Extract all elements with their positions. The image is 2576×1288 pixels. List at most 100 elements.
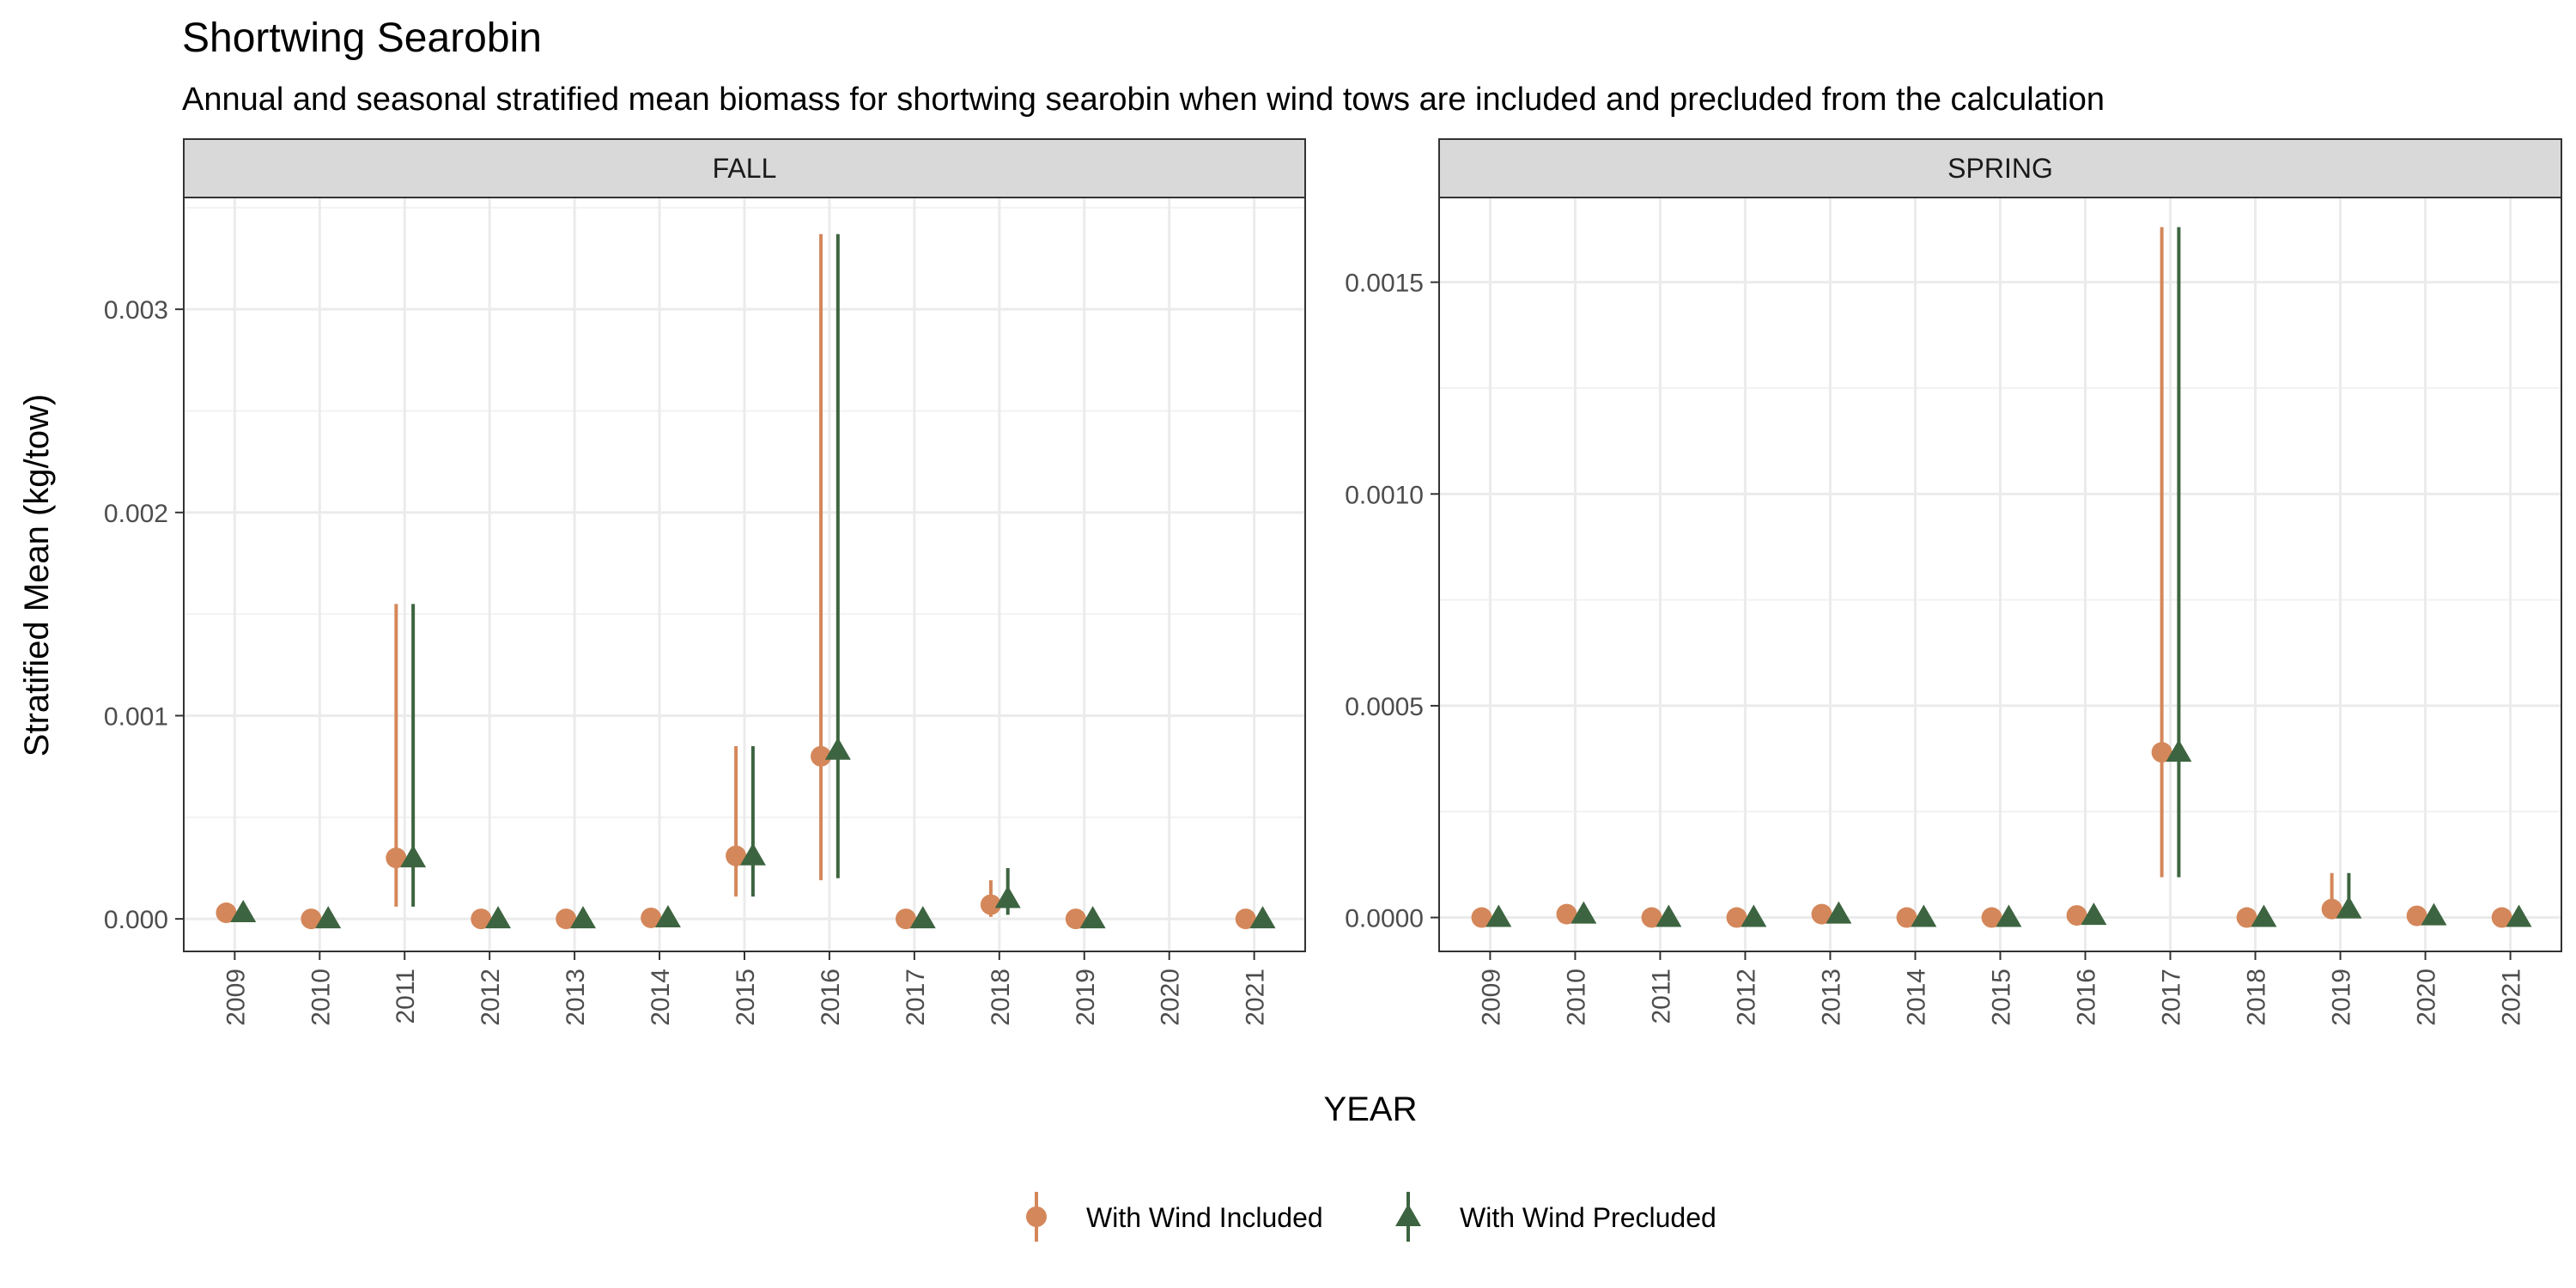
x-tick-label: 2021 bbox=[1242, 969, 1270, 1026]
point-precluded bbox=[2506, 904, 2532, 927]
point-precluded bbox=[230, 900, 257, 923]
y-tick-label: 0.0000 bbox=[1345, 905, 1424, 933]
point-included bbox=[216, 902, 237, 924]
point-included bbox=[1556, 903, 1577, 925]
point-included bbox=[1811, 903, 1832, 925]
panel-strip-label: SPRING bbox=[1947, 153, 2053, 184]
legend-label-precluded: With Wind Precluded bbox=[1460, 1202, 1716, 1233]
x-tick-label: 2018 bbox=[987, 969, 1015, 1026]
point-precluded bbox=[909, 906, 936, 929]
point-included bbox=[301, 908, 322, 930]
point-included bbox=[1065, 908, 1086, 930]
legend-key-precluded bbox=[1395, 1192, 1421, 1242]
point-precluded bbox=[2336, 896, 2362, 919]
panel-spring: SPRING 0.0000 0.0005 0.0010 0.0015 2009 2010 20… bbox=[1345, 138, 2562, 1026]
point-precluded bbox=[400, 845, 427, 868]
x-tick-label: 2010 bbox=[307, 969, 335, 1026]
y-tick-label: 0.0010 bbox=[1345, 481, 1424, 509]
legend-label-included: With Wind Included bbox=[1086, 1202, 1323, 1233]
point-included bbox=[2491, 907, 2512, 928]
point-precluded bbox=[654, 904, 681, 927]
x-tick-label: 2014 bbox=[647, 969, 675, 1026]
x-tick-label: 2013 bbox=[562, 969, 590, 1026]
y-tick-label: 0.001 bbox=[104, 702, 168, 731]
y-tick-label: 0.0005 bbox=[1345, 693, 1424, 721]
x-tick-label: 2011 bbox=[1647, 969, 1675, 1024]
chart-subtitle: Annual and seasonal stratified mean biom… bbox=[182, 82, 2105, 118]
point-included bbox=[811, 745, 832, 767]
panel-border bbox=[1438, 197, 2562, 952]
panel-strip bbox=[183, 138, 1306, 198]
y-tick-label: 0.000 bbox=[104, 906, 168, 934]
point-included bbox=[471, 908, 492, 930]
x-tick-label: 2011 bbox=[392, 969, 420, 1024]
point-precluded bbox=[570, 906, 597, 929]
legend: With Wind Included With Wind Precluded bbox=[1026, 1192, 1716, 1242]
y-axis-title: Stratified Mean (kg/tow) bbox=[18, 394, 56, 756]
y-tick-label: 0.003 bbox=[104, 296, 168, 325]
point-included bbox=[1981, 907, 2002, 928]
point-precluded bbox=[1571, 901, 1597, 924]
panel-strip bbox=[1438, 138, 2562, 198]
y-tick-label: 0.002 bbox=[104, 500, 168, 528]
point-included bbox=[2321, 898, 2342, 920]
point-precluded bbox=[1996, 904, 2022, 927]
x-tick-label: 2015 bbox=[732, 969, 760, 1026]
panel-fall: FALL 0.000 0.001 0.002 0.003 2009 2010 2011 2012… bbox=[104, 138, 1306, 1026]
point-precluded bbox=[2166, 739, 2192, 762]
point-precluded bbox=[994, 885, 1021, 908]
x-tick-label: 2017 bbox=[2158, 969, 2186, 1026]
point-precluded bbox=[1485, 904, 1512, 927]
panel-strip-label: FALL bbox=[713, 153, 777, 184]
x-tick-label: 2016 bbox=[2073, 969, 2101, 1026]
point-included bbox=[1896, 907, 1917, 928]
point-precluded bbox=[824, 737, 851, 760]
point-precluded bbox=[2081, 902, 2107, 926]
point-included bbox=[556, 908, 577, 930]
point-precluded bbox=[315, 906, 342, 929]
x-tick-label: 2014 bbox=[1902, 969, 1930, 1026]
x-axis-title: YEAR bbox=[1324, 1091, 1418, 1128]
point-included bbox=[386, 848, 407, 869]
point-precluded bbox=[1656, 904, 1682, 927]
chart-title: Shortwing Searobin bbox=[182, 15, 542, 61]
x-tick-label: 2020 bbox=[2413, 969, 2441, 1026]
point-precluded bbox=[1826, 901, 1852, 924]
legend-key-included bbox=[1026, 1192, 1047, 1242]
point-included bbox=[980, 894, 1001, 915]
point-included bbox=[1726, 907, 1747, 928]
point-precluded bbox=[739, 842, 766, 866]
x-tick-label: 2020 bbox=[1157, 969, 1185, 1026]
point-precluded bbox=[2251, 904, 2277, 927]
point-precluded bbox=[1911, 904, 1937, 927]
point-precluded bbox=[2421, 902, 2447, 926]
x-tick-label: 2015 bbox=[1988, 969, 2016, 1026]
x-tick-label: 2021 bbox=[2498, 969, 2526, 1026]
x-tick-label: 2017 bbox=[902, 969, 930, 1026]
point-included bbox=[1235, 908, 1256, 930]
point-included bbox=[2236, 907, 2257, 928]
point-included bbox=[2151, 742, 2172, 763]
x-tick-label: 2010 bbox=[1562, 969, 1590, 1026]
x-tick-label: 2019 bbox=[2328, 969, 2356, 1026]
x-tick-label: 2012 bbox=[1732, 969, 1760, 1026]
panel-border bbox=[183, 197, 1306, 952]
point-included bbox=[1471, 907, 1492, 928]
point-included bbox=[2406, 905, 2427, 927]
point-included bbox=[1641, 907, 1662, 928]
x-tick-label: 2012 bbox=[477, 969, 505, 1026]
point-precluded bbox=[485, 906, 512, 929]
y-tick-label: 0.0015 bbox=[1345, 270, 1424, 298]
point-precluded bbox=[1741, 904, 1767, 927]
point-included bbox=[726, 845, 747, 866]
x-tick-label: 2018 bbox=[2243, 969, 2271, 1026]
point-included bbox=[895, 908, 916, 930]
point-included bbox=[2066, 905, 2087, 927]
x-tick-label: 2016 bbox=[817, 969, 845, 1026]
point-included bbox=[641, 907, 662, 928]
point-precluded bbox=[1249, 906, 1276, 929]
x-tick-label: 2009 bbox=[222, 969, 250, 1026]
x-tick-label: 2013 bbox=[1817, 969, 1845, 1026]
x-tick-label: 2009 bbox=[1477, 969, 1505, 1026]
